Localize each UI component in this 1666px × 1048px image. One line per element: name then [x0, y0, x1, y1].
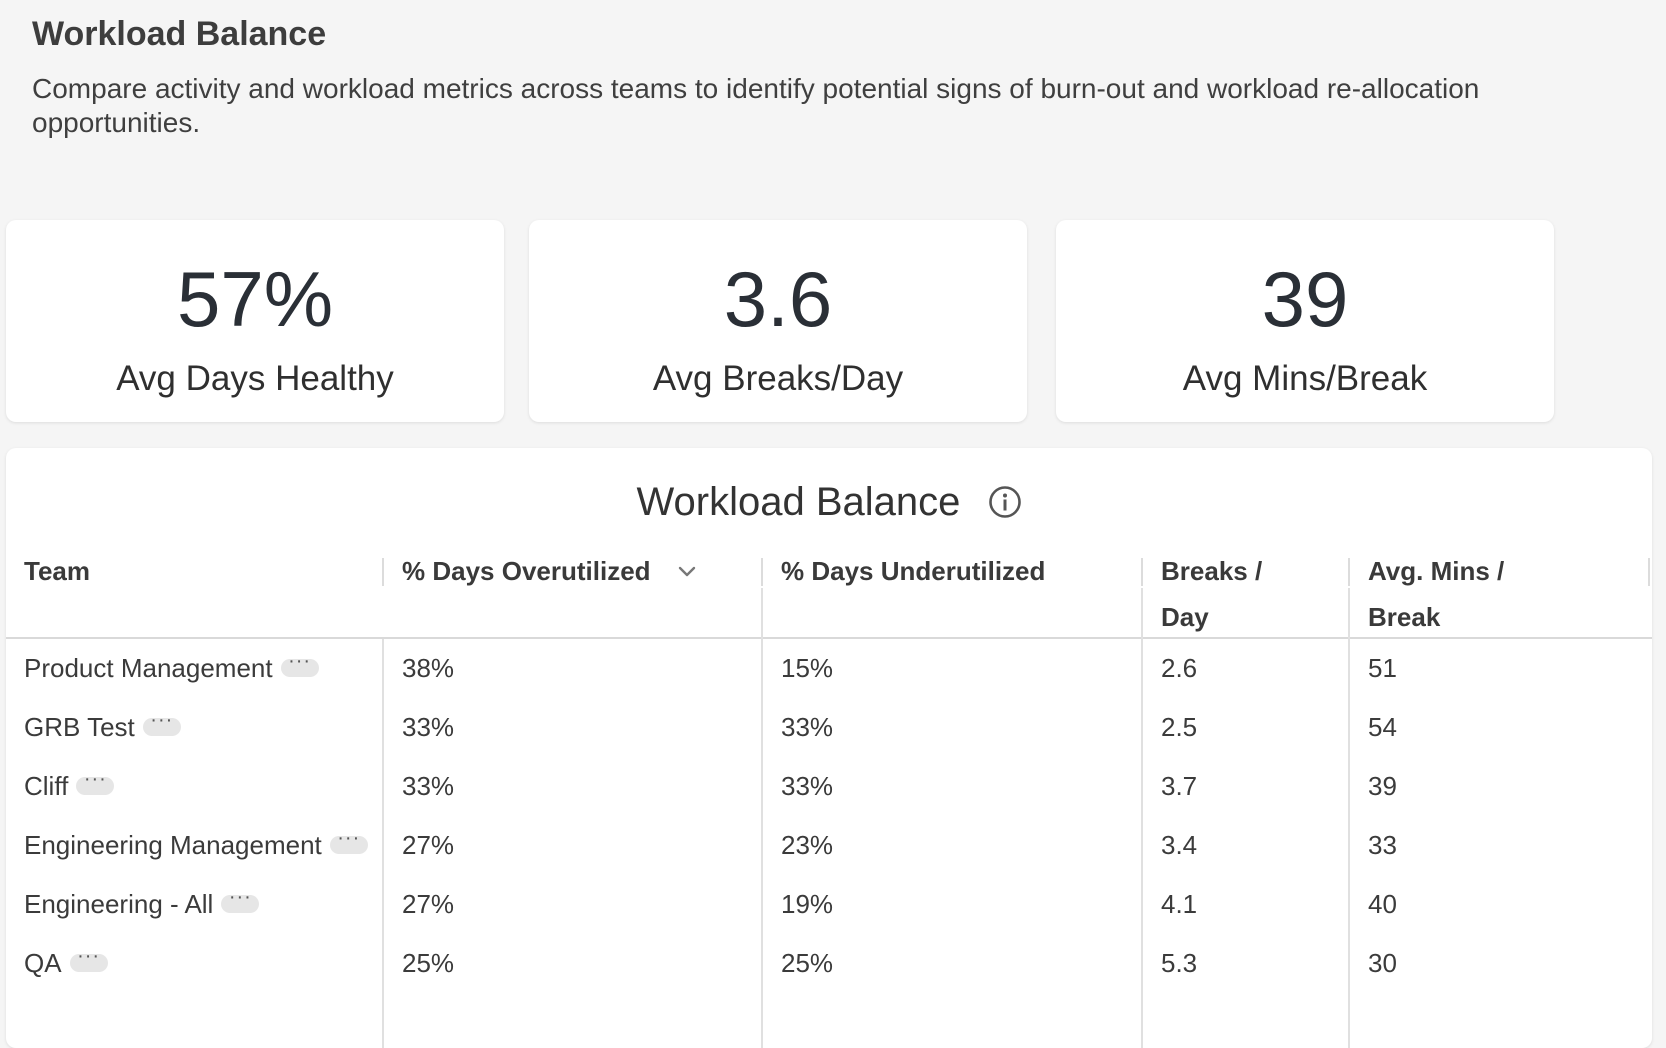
kpi-label: Avg Breaks/Day: [652, 359, 904, 398]
overutilized-cell: 27%: [402, 830, 455, 860]
table-row[interactable]: QA 25% 25% 5.3 30: [6, 934, 1652, 993]
breaks-per-day-cell: 3.4: [1161, 830, 1198, 860]
overutilized-cell: 38%: [402, 653, 455, 683]
team-name: Engineering Management: [24, 830, 322, 860]
overutilized-cell: 25%: [402, 948, 455, 978]
team-cell: Engineering Management: [6, 816, 368, 875]
column-header-avg-mins-per-break[interactable]: Avg. Mins / Break: [1368, 556, 1505, 632]
team-cell: GRB Test: [6, 698, 181, 757]
underutilized-cell: 23%: [781, 830, 834, 860]
more-options-button[interactable]: [280, 648, 319, 678]
team-name: QA: [24, 948, 62, 978]
column-divider: [1141, 588, 1143, 1048]
column-separator[interactable]: [1648, 558, 1650, 586]
kpi-label: Avg Mins/Break: [1182, 359, 1428, 398]
workload-table-card: Workload Balance Team % Days Overutilize…: [6, 448, 1652, 1048]
column-divider: [761, 588, 763, 1048]
breaks-per-day-cell: 3.7: [1161, 771, 1198, 801]
mins-per-break-cell: 33: [1368, 830, 1397, 860]
page-header: Workload Balance Compare activity and wo…: [32, 14, 1632, 140]
column-header-days-underutilized[interactable]: % Days Underutilized: [781, 556, 1046, 586]
team-cell: Engineering - All: [6, 875, 260, 934]
team-cell: QA: [6, 934, 108, 993]
mins-per-break-cell: 54: [1368, 712, 1397, 742]
more-options-button[interactable]: [69, 943, 108, 973]
column-separator[interactable]: [382, 558, 384, 586]
table-title-row: Workload Balance: [6, 476, 1652, 526]
column-header-team[interactable]: Team: [24, 556, 90, 586]
overutilized-cell: 27%: [402, 889, 455, 919]
table-row[interactable]: GRB Test 33% 33% 2.5 54: [6, 698, 1652, 757]
more-options-button[interactable]: [76, 766, 115, 796]
info-circle-icon[interactable]: [988, 485, 1022, 519]
kpi-row: 57% Avg Days Healthy 3.6 Avg Breaks/Day …: [6, 220, 1656, 422]
overutilized-cell: 33%: [402, 712, 455, 742]
team-name: GRB Test: [24, 712, 135, 742]
underutilized-cell: 33%: [781, 771, 834, 801]
more-options-button[interactable]: [142, 707, 181, 737]
breaks-per-day-cell: 2.5: [1161, 712, 1198, 742]
kpi-value: 3.6: [723, 255, 833, 343]
team-cell: Cliff: [6, 757, 115, 816]
mins-per-break-cell: 30: [1368, 948, 1397, 978]
column-header-breaks-per-day[interactable]: Breaks / Day: [1161, 556, 1263, 632]
chevron-down-icon[interactable]: [674, 558, 700, 584]
team-name: Cliff: [24, 771, 69, 801]
breaks-per-day-cell: 4.1: [1161, 889, 1198, 919]
mins-per-break-cell: 39: [1368, 771, 1397, 801]
team-name: Product Management: [24, 653, 273, 683]
underutilized-cell: 25%: [781, 948, 834, 978]
kpi-value: 57%: [176, 255, 334, 343]
kpi-label: Avg Days Healthy: [116, 359, 394, 398]
kpi-value: 39: [1261, 255, 1349, 343]
mins-per-break-cell: 40: [1368, 889, 1397, 919]
page-title: Workload Balance: [32, 15, 327, 53]
underutilized-cell: 15%: [781, 653, 834, 683]
table-row[interactable]: Product Management 38% 15% 2.6 51: [6, 639, 1652, 698]
column-header-days-overutilized[interactable]: % Days Overutilized: [402, 556, 651, 586]
underutilized-cell: 19%: [781, 889, 834, 919]
underutilized-cell: 33%: [781, 712, 834, 742]
table-title: Workload Balance: [636, 480, 961, 525]
column-separator[interactable]: [761, 558, 763, 586]
breaks-per-day-cell: 5.3: [1161, 948, 1198, 978]
kpi-card-days-healthy: 57% Avg Days Healthy: [6, 220, 504, 422]
column-separator[interactable]: [1141, 558, 1143, 586]
more-options-button[interactable]: [329, 825, 368, 855]
column-separator[interactable]: [1348, 558, 1350, 586]
breaks-per-day-cell: 2.6: [1161, 653, 1198, 683]
table-row[interactable]: Cliff 33% 33% 3.7 39: [6, 757, 1652, 816]
column-divider: [1348, 588, 1350, 1048]
more-options-button[interactable]: [221, 884, 260, 914]
team-name: Engineering - All: [24, 889, 214, 919]
table-row[interactable]: Engineering - All 27% 19% 4.1 40: [6, 875, 1652, 934]
kpi-card-mins-per-break: 39 Avg Mins/Break: [1056, 220, 1554, 422]
overutilized-cell: 33%: [402, 771, 455, 801]
column-divider: [382, 639, 384, 1048]
table-header: Team % Days Overutilized % Days Underuti…: [6, 548, 1652, 639]
kpi-card-breaks-per-day: 3.6 Avg Breaks/Day: [529, 220, 1027, 422]
page-description: Compare activity and workload metrics ac…: [32, 73, 1480, 138]
mins-per-break-cell: 51: [1368, 653, 1397, 683]
team-cell: Product Management: [6, 639, 319, 698]
table-row[interactable]: Engineering Management 27% 23% 3.4 33: [6, 816, 1652, 875]
